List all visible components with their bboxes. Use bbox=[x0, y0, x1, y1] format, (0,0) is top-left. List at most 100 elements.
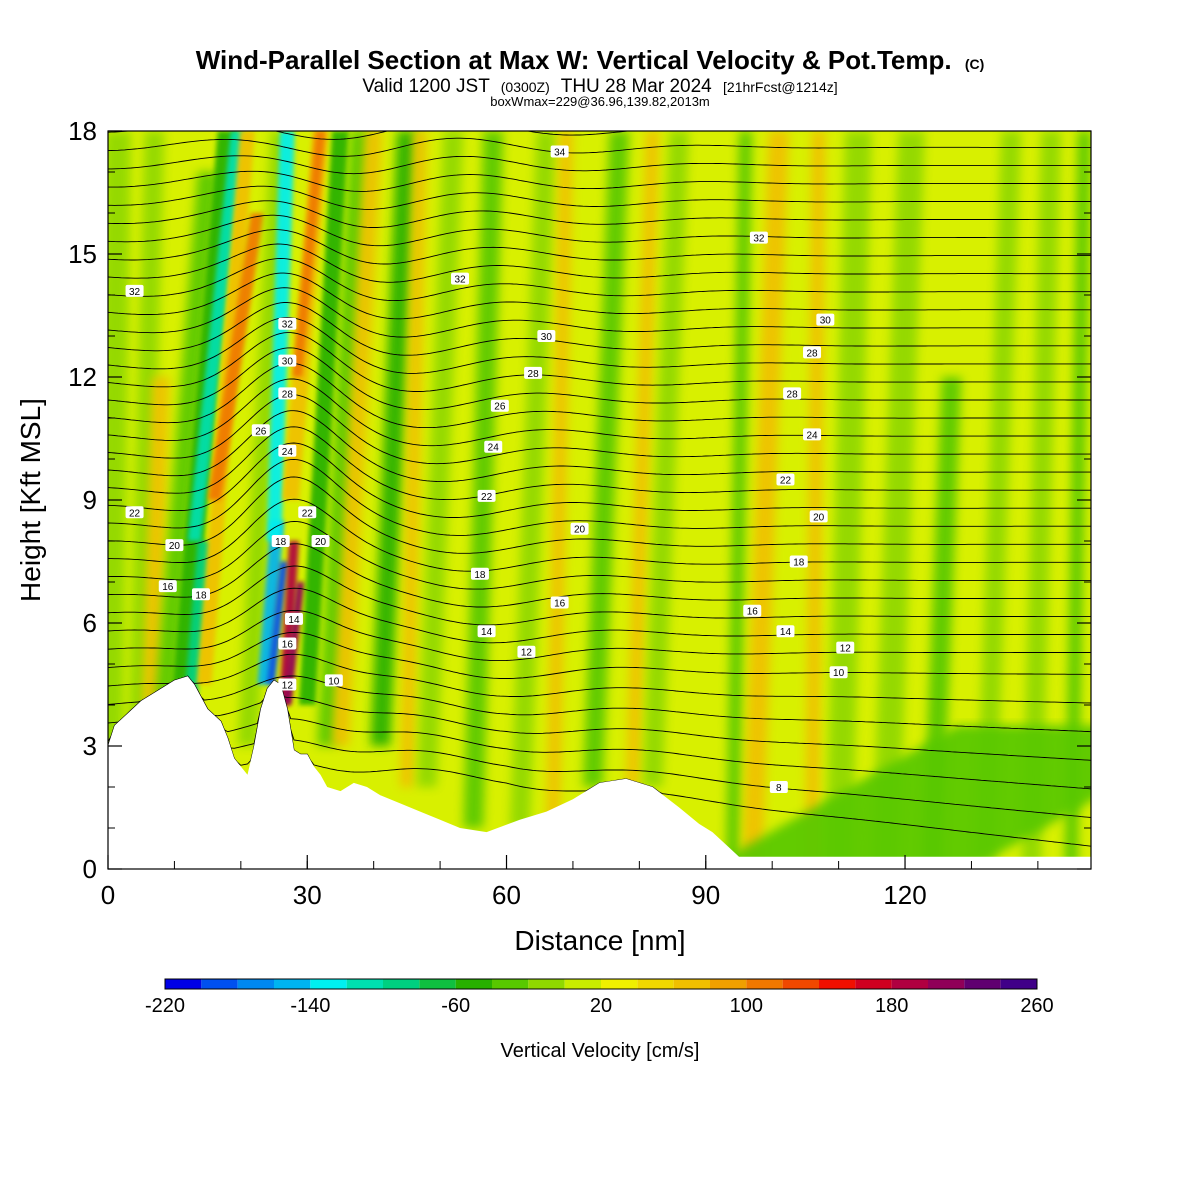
isentrope-label-text: 18 bbox=[793, 558, 805, 569]
x-tick-label: 120 bbox=[883, 880, 926, 910]
isentrope-label: 16 bbox=[158, 580, 177, 593]
isentrope-label-text: 24 bbox=[282, 447, 294, 458]
colorbar-swatch bbox=[673, 979, 710, 989]
isentrope-label: 32 bbox=[278, 317, 297, 331]
isentrope-label-text: 28 bbox=[806, 348, 818, 359]
valid-date: THU 28 Mar 2024 bbox=[561, 76, 712, 97]
colorbar-swatch bbox=[165, 979, 202, 989]
colorbar-swatch bbox=[237, 979, 274, 989]
isentrope-line bbox=[108, 653, 1091, 704]
isentrope-label: 20 bbox=[570, 522, 589, 536]
velocity-band bbox=[546, 131, 573, 828]
isentrope-label-box bbox=[783, 387, 802, 400]
isentrope-label-box bbox=[776, 625, 795, 638]
isentrope-label-box bbox=[550, 145, 569, 158]
isentrope-line bbox=[108, 155, 1091, 175]
terrain bbox=[108, 676, 1091, 869]
isentrope-label: 12 bbox=[517, 645, 536, 659]
isentrope-label-text: 26 bbox=[494, 402, 506, 413]
y-tick-label: 12 bbox=[68, 362, 97, 392]
isentrope-label: 18 bbox=[789, 555, 808, 569]
colorbar-swatch bbox=[891, 979, 928, 989]
isentrope-label: 18 bbox=[191, 588, 210, 601]
isentrope-line bbox=[108, 229, 1091, 265]
valid-prefix: Valid 1200 JST bbox=[362, 76, 490, 97]
isentrope-label: 10 bbox=[324, 674, 343, 687]
velocity-band bbox=[825, 131, 872, 869]
isentrope-label-text: 20 bbox=[574, 525, 586, 536]
isentrope-label: 30 bbox=[816, 313, 835, 327]
isentrope-label-box bbox=[524, 366, 543, 379]
isentrope-line bbox=[108, 543, 1091, 608]
isentrope-label-text: 16 bbox=[282, 640, 294, 651]
isentrope-label-box bbox=[158, 580, 177, 593]
isentrope-line bbox=[108, 378, 1091, 447]
isentrope-line bbox=[108, 302, 1091, 356]
velocity-band bbox=[184, 541, 211, 697]
colorbar-swatch bbox=[564, 979, 601, 989]
colorbar-tick-label: -140 bbox=[290, 995, 330, 1017]
isentrope-line bbox=[108, 609, 1091, 662]
colorbar-tick-label: -220 bbox=[145, 995, 185, 1017]
colorbar-swatch bbox=[528, 979, 565, 989]
isentrope-line bbox=[108, 258, 1091, 302]
colorbar-swatch bbox=[455, 979, 492, 989]
chart-title-text: Wind-Parallel Section at Max W: Vertical… bbox=[196, 45, 952, 75]
velocity-band bbox=[742, 131, 789, 869]
isentrope-label-text: 12 bbox=[282, 681, 294, 692]
isentrope-label-box bbox=[278, 444, 297, 457]
velocity-band bbox=[400, 131, 427, 787]
velocity-band bbox=[142, 377, 170, 705]
isentrope-label: 8 bbox=[769, 781, 788, 794]
isentrope-label-box bbox=[125, 506, 144, 519]
velocity-bands bbox=[108, 131, 1091, 869]
velocity-band bbox=[705, 725, 1091, 869]
isentrope-label-text: 14 bbox=[481, 627, 493, 638]
isentrope-line bbox=[108, 426, 1091, 501]
isentrope-line bbox=[108, 521, 1091, 590]
isentrope-label-text: 22 bbox=[129, 508, 141, 519]
isentrope-labels: 34 32 32 32 32 30 30 30 28 28 28 28 26 26 24 24 24 22 22 22… bbox=[125, 145, 855, 794]
isentrope-label-box bbox=[470, 567, 489, 580]
colorbar: -220 -140 -60 20 100 180 260 bbox=[145, 978, 1054, 1017]
x-axis: 0 30 60 90 120 bbox=[101, 855, 1039, 910]
isentrope-label: 30 bbox=[537, 330, 556, 343]
colorbar-tick-label: 260 bbox=[1020, 995, 1053, 1017]
velocity-band bbox=[207, 213, 265, 500]
colorbar-swatch bbox=[964, 979, 1001, 989]
velocity-band bbox=[292, 131, 326, 377]
x-tick-label: 30 bbox=[293, 880, 322, 910]
isentrope-label-box bbox=[477, 489, 496, 502]
y-tick-label: 6 bbox=[83, 608, 97, 638]
isentrope-line bbox=[108, 347, 1091, 411]
isentrope-label: 22 bbox=[477, 489, 496, 503]
colorbar-swatch bbox=[710, 979, 747, 989]
isentrope-label-box bbox=[251, 424, 270, 437]
velocity-band bbox=[151, 172, 218, 746]
isentrope-label: 28 bbox=[524, 366, 543, 380]
isentrope-line bbox=[108, 214, 1091, 247]
velocity-band bbox=[257, 520, 285, 685]
isentrope-label: 32 bbox=[125, 284, 144, 298]
colorbar-swatch bbox=[383, 979, 420, 989]
isentrope-line bbox=[108, 185, 1091, 210]
isentrope-label-box bbox=[829, 666, 848, 679]
isentrope-line bbox=[108, 565, 1091, 626]
isentrope-label-text: 30 bbox=[820, 316, 832, 327]
isentrope-label: 22 bbox=[125, 506, 144, 519]
y-tick-label: 9 bbox=[83, 485, 97, 515]
isentrope-label-box bbox=[537, 330, 556, 342]
isentrope-line bbox=[108, 498, 1091, 572]
isentrope-label: 24 bbox=[484, 440, 503, 454]
colorbar-swatch bbox=[201, 979, 238, 989]
isentrope-label-text: 10 bbox=[328, 676, 340, 687]
isentrope-label-box bbox=[477, 625, 496, 638]
isentrope-line bbox=[108, 287, 1091, 338]
isentrope-label-box bbox=[165, 539, 184, 552]
isentrope-label-box bbox=[278, 387, 297, 400]
isentrope-label-box bbox=[278, 354, 297, 367]
velocity-band bbox=[298, 131, 349, 705]
isentrope-label-box bbox=[836, 641, 855, 654]
isentrope-label-text: 14 bbox=[288, 615, 300, 626]
